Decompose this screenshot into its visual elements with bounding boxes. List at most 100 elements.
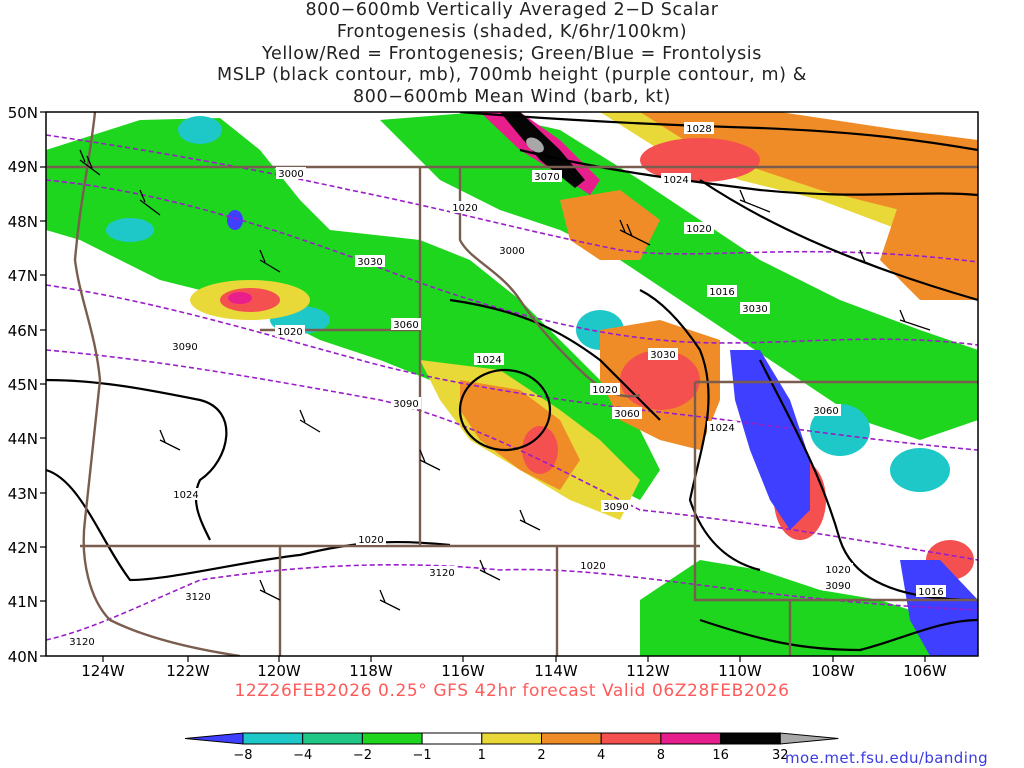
mslp-label: 1020: [277, 327, 302, 338]
wind-barb: [519, 509, 541, 531]
shade-blue-small: [227, 210, 243, 230]
shade-orange-montana: [560, 190, 660, 260]
lat-label: 48N: [8, 213, 38, 231]
wind-barb: [479, 559, 501, 581]
colorbar-swatch: [720, 732, 781, 745]
lat-label: 49N: [8, 158, 38, 176]
title-line-5: 800−600mb Mean Wind (barb, kt): [353, 87, 671, 108]
height-labels: 3000 3030 3000 3060 3090 3030 3090 3060 …: [67, 167, 853, 648]
height-contour-3090: [46, 349, 978, 561]
height-label: 3070: [534, 172, 559, 183]
longitude-ticks: [102, 656, 926, 662]
title-line-2: Frontogenesis (shaded, K/6hr/100km): [336, 21, 688, 42]
lon-label: 120W: [257, 662, 301, 680]
lon-label: 116W: [441, 662, 485, 680]
mslp-label: 1024: [663, 175, 688, 186]
shade-green-south: [640, 560, 978, 656]
colorbar-swatch: [302, 732, 363, 745]
colorbar-swatch: [600, 732, 662, 745]
title-line-4: MSLP (black contour, mb), 700mb height (…: [217, 65, 807, 86]
lat-label: 41N: [8, 593, 38, 611]
wind-barb: [859, 249, 891, 273]
lat-label: 50N: [8, 104, 38, 122]
height-label: 3000: [278, 169, 303, 180]
forecast-valid-text: 12Z26FEB2026 0.25° GFS 42hr forecast Val…: [234, 681, 790, 701]
height-contour-3060: [46, 284, 978, 451]
height-label: 3000: [499, 246, 524, 257]
colorbar-swatch: [361, 732, 423, 745]
lat-label: 44N: [8, 430, 38, 448]
shade-teal-6: [810, 404, 870, 456]
colorbar-swatch: [242, 732, 304, 745]
colorbar-label: 1: [478, 748, 486, 763]
mslp-label: 1024: [709, 423, 734, 434]
height-label: 3090: [172, 342, 197, 353]
shade-teal-1: [178, 116, 222, 144]
colorbar-label: −8: [233, 748, 252, 763]
height-label: 3090: [603, 502, 628, 513]
colorbar: −8 −4 −2 −1 1 2 4 8 16 32: [184, 732, 839, 763]
lat-label: 40N: [8, 648, 38, 666]
wind-barb: [79, 149, 101, 176]
mslp-label: 1024: [476, 355, 501, 366]
colorbar-label: −2: [353, 748, 372, 763]
mslp-label: 1020: [358, 535, 383, 546]
colorbar-swatch: [421, 732, 483, 745]
lon-label: 106W: [903, 662, 947, 680]
colorbar-label: 8: [657, 748, 665, 763]
mslp-contour-1024-north: [519, 148, 978, 197]
colorbar-label: 32: [772, 748, 789, 763]
wind-barb: [419, 449, 441, 471]
lat-label: 46N: [8, 322, 38, 340]
state-borders: [46, 112, 978, 656]
mslp-contour-1028: [459, 112, 978, 152]
wind-barb: [159, 429, 181, 451]
lat-label: 43N: [8, 485, 38, 503]
colorbar-label: 16: [712, 748, 729, 763]
colorbar-swatch: [660, 732, 722, 745]
lat-label: 42N: [8, 539, 38, 557]
mslp-contour-1020-se: [699, 618, 978, 652]
mslp-label: 1016: [918, 587, 943, 598]
height-contour-3120: [46, 564, 978, 641]
border-wy: [693, 382, 978, 602]
longitude-axis: 124W 122W 120W 118W 116W 114W 112W 110W …: [81, 662, 947, 680]
shade-teal-5: [890, 448, 950, 492]
title-line-3: Yellow/Red = Frontogenesis; Green/Blue =…: [262, 43, 762, 64]
height-label: 3090: [393, 399, 418, 410]
wind-barb: [139, 189, 161, 216]
coastline: [73, 112, 241, 656]
mslp-contour-1020-central: [449, 298, 661, 421]
height-label: 3060: [813, 406, 838, 417]
mslp-labels: 1028 1024 1020 1020 1020 1016 1024 1020 …: [171, 122, 946, 598]
wind-barb: [259, 579, 281, 601]
height-label: 3030: [742, 304, 767, 315]
mslp-label: 1020: [452, 203, 477, 214]
wind-barb: [619, 219, 651, 246]
shade-teal-3: [106, 218, 154, 242]
mslp-label: 1020: [825, 565, 850, 576]
wind-barb: [379, 589, 401, 611]
wind-barb: [739, 189, 771, 213]
mslp-contour-1020-east: [699, 179, 978, 302]
height-label: 3120: [429, 568, 454, 579]
map-title: 800−600mb Vertically Averaged 2−D Scalar…: [0, 0, 1024, 109]
lon-label: 112W: [626, 662, 670, 680]
latitude-ticks: [40, 111, 46, 657]
height-label: 3090: [825, 581, 850, 592]
colorbar-label: 4: [597, 748, 605, 763]
shade-gray-max: [526, 137, 544, 153]
lat-label: 47N: [8, 267, 38, 285]
lon-label: 114W: [534, 662, 578, 680]
colorbar-swatch: [541, 732, 602, 745]
credit-link[interactable]: moe.met.fsu.edu/banding: [785, 749, 989, 767]
lon-label: 108W: [811, 662, 855, 680]
shade-red-1: [640, 138, 760, 182]
height-contours: [46, 134, 978, 641]
mslp-label: 1020: [580, 561, 605, 572]
wind-barb: [259, 249, 281, 273]
shade-red-5: [522, 426, 558, 474]
lat-label: 45N: [8, 376, 38, 394]
latitude-axis: 50N 49N 48N 47N 46N 45N 44N 43N 42N 41N …: [8, 104, 38, 666]
